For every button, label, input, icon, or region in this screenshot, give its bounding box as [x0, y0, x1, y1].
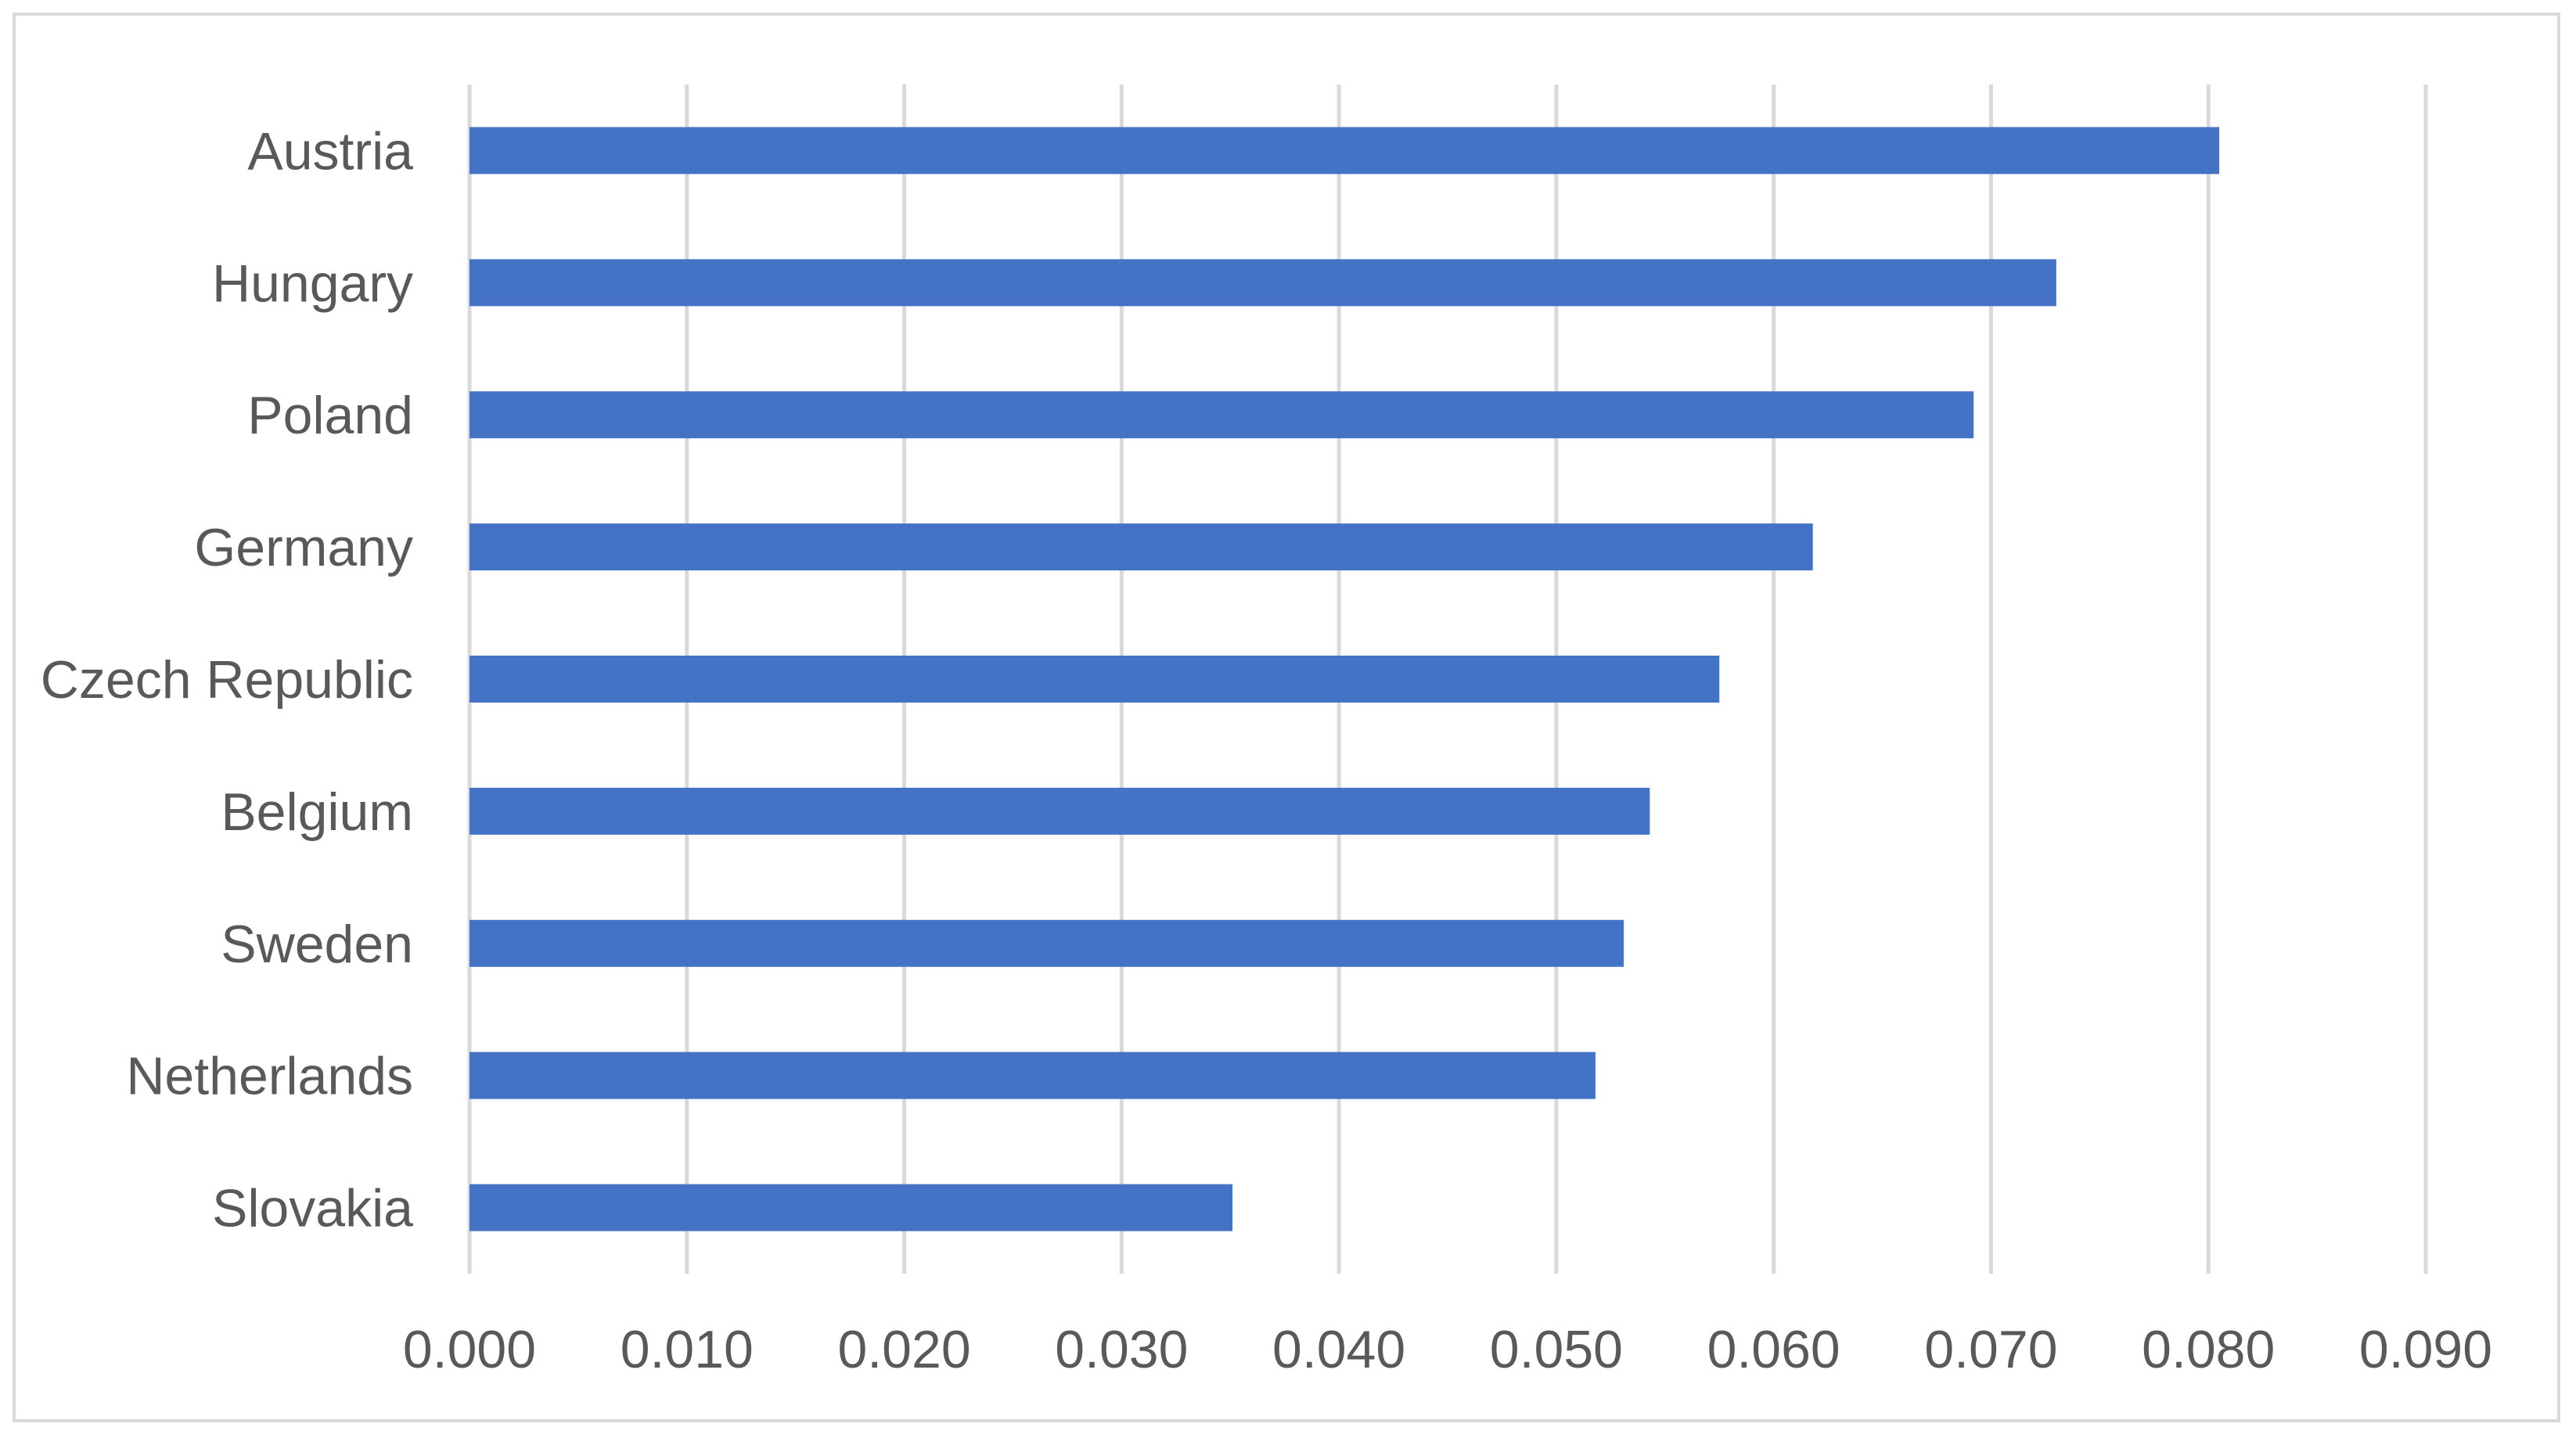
- bar-poland: [470, 391, 1974, 439]
- x-tick-label: 0.040: [1272, 1320, 1405, 1379]
- x-tick-label: 0.020: [837, 1320, 970, 1379]
- category-label: Hungary: [212, 253, 413, 313]
- bar-slovakia: [470, 1184, 1232, 1231]
- category-label: Austria: [247, 121, 413, 181]
- x-tick-label: 0.060: [1707, 1320, 1840, 1379]
- bar-germany: [470, 523, 1813, 571]
- bar-netherlands: [470, 1052, 1596, 1099]
- bar-austria: [470, 127, 2220, 174]
- x-tick-label: 0.000: [403, 1320, 536, 1379]
- category-label: Sweden: [221, 915, 413, 974]
- bars: [470, 127, 2220, 1231]
- category-label: Slovakia: [212, 1179, 413, 1238]
- bar-hungary: [470, 259, 2056, 307]
- x-tick-label: 0.090: [2359, 1320, 2492, 1379]
- category-labels: Austria Hungary Poland Germany Czech Republi…: [41, 121, 413, 1238]
- chart-frame: [13, 13, 2560, 1422]
- x-tick-label: 0.030: [1055, 1320, 1188, 1379]
- category-label: Poland: [247, 386, 413, 445]
- category-label: Netherlands: [126, 1047, 413, 1106]
- category-label: Czech Republic: [41, 650, 413, 710]
- bar-sweden: [470, 919, 1624, 967]
- x-tick-label: 0.080: [2142, 1320, 2275, 1379]
- bar-belgium: [470, 787, 1650, 835]
- x-tick-label: 0.010: [621, 1320, 754, 1379]
- category-label: Germany: [194, 518, 413, 577]
- x-tick-labels: 0.000 0.010 0.020 0.030 0.040 0.050 0.060 0.070…: [403, 1320, 2492, 1379]
- bar-czech-republic: [470, 656, 1720, 703]
- category-label: Belgium: [221, 782, 413, 842]
- x-tick-label: 0.050: [1490, 1320, 1623, 1379]
- x-tick-label: 0.070: [1924, 1320, 2057, 1379]
